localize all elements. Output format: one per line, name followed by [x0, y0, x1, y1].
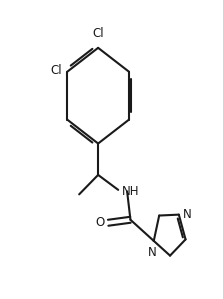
Text: N: N — [183, 208, 192, 221]
Text: NH: NH — [122, 185, 139, 198]
Text: Cl: Cl — [92, 28, 104, 40]
Text: N: N — [148, 246, 157, 259]
Text: Cl: Cl — [50, 64, 62, 77]
Text: O: O — [95, 216, 104, 229]
